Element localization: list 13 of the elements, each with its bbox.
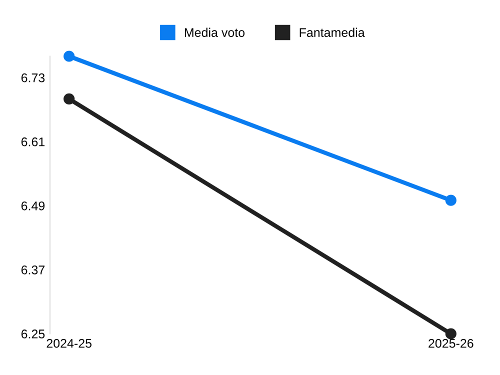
legend-label: Media voto [184,28,245,37]
y-tick-label: 6.73 [21,73,45,82]
point [64,50,75,62]
y-tick-label: 6.49 [21,201,45,210]
legend-label: Fantamedia [300,28,365,37]
point [64,93,75,104]
point [445,194,456,206]
x-tick-label: 2025-26 [428,338,474,348]
y-tick-label: 6.25 [21,330,45,338]
point [445,328,456,340]
y-tick-label: 6.37 [21,266,45,274]
y-tick-label: 6.61 [21,137,45,146]
x-tick-label: 2024-25 [46,338,92,348]
